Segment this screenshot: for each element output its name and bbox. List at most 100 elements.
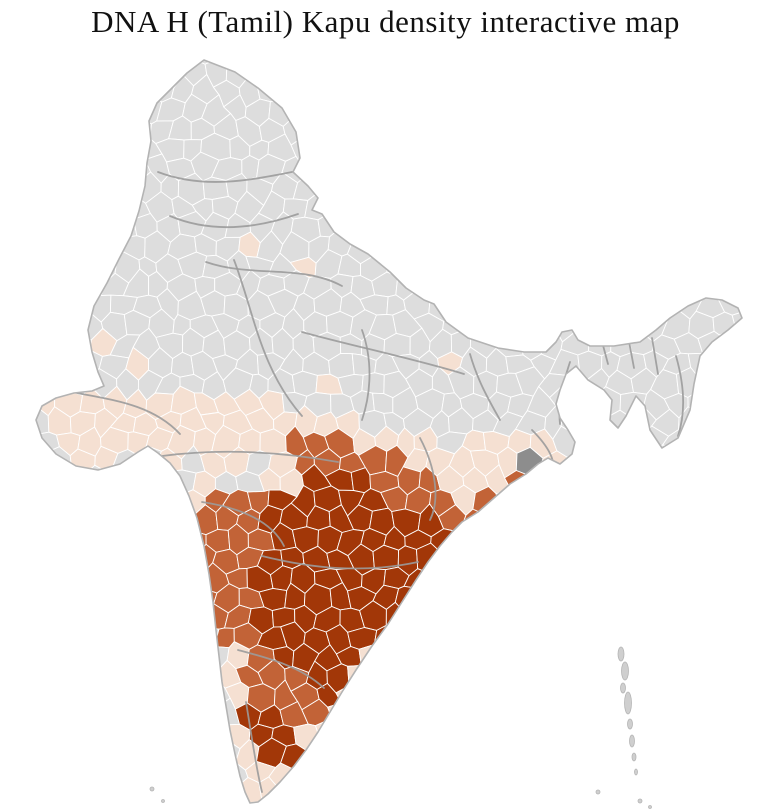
district-cell[interactable] — [633, 562, 656, 590]
district-cell[interactable] — [504, 698, 531, 732]
district-cell[interactable] — [582, 55, 611, 83]
district-cell[interactable] — [49, 522, 70, 550]
district-cell[interactable] — [386, 138, 409, 164]
district-cell[interactable] — [617, 429, 648, 455]
district-cell[interactable] — [674, 525, 702, 556]
district-cell[interactable] — [572, 307, 602, 337]
district-cell[interactable] — [447, 796, 476, 811]
district-cell[interactable] — [380, 684, 408, 708]
district-cell[interactable] — [673, 756, 703, 784]
district-cell[interactable] — [335, 177, 366, 203]
district-cell[interactable] — [349, 80, 373, 107]
district-cell[interactable] — [42, 683, 73, 707]
district-cell[interactable] — [134, 603, 163, 635]
district-cell[interactable] — [550, 38, 578, 68]
district-cell[interactable] — [651, 798, 681, 811]
district-cell[interactable] — [664, 470, 690, 493]
district-cell[interactable] — [475, 721, 496, 748]
district-cell[interactable] — [284, 43, 310, 65]
district-cell[interactable] — [403, 139, 430, 167]
district-cell[interactable] — [617, 584, 646, 612]
district-cell[interactable] — [89, 524, 117, 555]
district-cell[interactable] — [629, 445, 658, 479]
district-cell[interactable] — [402, 645, 432, 667]
district-cell[interactable] — [67, 176, 94, 200]
district-cell[interactable] — [709, 777, 734, 808]
district-cell[interactable] — [437, 77, 467, 109]
district-cell[interactable] — [539, 527, 567, 553]
district-cell[interactable] — [157, 762, 186, 785]
district-cell[interactable] — [529, 74, 554, 105]
district-cell[interactable] — [462, 702, 489, 728]
district-cell[interactable] — [494, 293, 521, 320]
district-cell[interactable] — [717, 681, 746, 707]
district-cell[interactable] — [166, 781, 196, 803]
district-cell[interactable] — [280, 80, 308, 103]
district-cell[interactable] — [709, 665, 737, 688]
district-cell[interactable] — [42, 762, 70, 791]
district-cell[interactable] — [362, 172, 387, 205]
district-cell[interactable] — [729, 113, 759, 143]
district-cell[interactable] — [720, 646, 747, 673]
district-cell[interactable] — [607, 565, 636, 589]
district-cell[interactable] — [470, 526, 500, 554]
district-cell[interactable] — [144, 505, 174, 532]
district-cell[interactable] — [495, 680, 522, 708]
district-cell[interactable] — [79, 234, 103, 263]
district-cell[interactable] — [494, 211, 521, 239]
district-cell[interactable] — [642, 466, 667, 499]
district-cell[interactable] — [408, 213, 431, 238]
district-cell[interactable] — [79, 743, 102, 766]
district-cell[interactable] — [461, 658, 487, 687]
district-cell[interactable] — [708, 77, 737, 101]
district-cell[interactable] — [600, 192, 620, 219]
district-cell[interactable] — [488, 583, 510, 609]
district-cell[interactable] — [516, 568, 546, 591]
district-cell[interactable] — [21, 132, 46, 166]
district-cell[interactable] — [549, 113, 575, 142]
district-cell[interactable] — [87, 760, 116, 789]
district-cell[interactable] — [620, 619, 645, 649]
district-cell[interactable] — [382, 216, 411, 242]
district-cell[interactable] — [414, 586, 439, 615]
district-cell[interactable] — [110, 59, 141, 85]
district-cell[interactable] — [184, 758, 208, 791]
district-cell[interactable] — [678, 486, 698, 517]
district-cell[interactable] — [429, 724, 452, 746]
district-cell[interactable] — [696, 799, 724, 811]
district-cell[interactable] — [611, 801, 631, 811]
district-cell[interactable] — [606, 762, 632, 791]
district-cell[interactable] — [166, 40, 193, 63]
district-cell[interactable] — [563, 762, 592, 787]
district-cell[interactable] — [91, 172, 118, 204]
district-cell[interactable] — [460, 311, 490, 339]
district-cell[interactable] — [417, 621, 442, 654]
district-cell[interactable] — [482, 275, 508, 300]
district-cell[interactable] — [497, 796, 524, 811]
district-cell[interactable] — [532, 775, 557, 809]
district-cell[interactable] — [13, 119, 38, 141]
district-cell[interactable] — [684, 469, 714, 494]
district-cell[interactable] — [66, 643, 94, 674]
district-cell[interactable] — [663, 156, 692, 183]
district-cell[interactable] — [448, 680, 477, 712]
district-cell[interactable] — [560, 606, 584, 634]
district-cell[interactable] — [673, 250, 701, 282]
district-cell[interactable] — [616, 310, 646, 341]
district-cell[interactable] — [111, 561, 136, 589]
district-cell[interactable] — [403, 59, 429, 85]
district-cell[interactable] — [690, 588, 713, 612]
district-cell[interactable] — [158, 717, 185, 752]
district-cell[interactable] — [639, 194, 670, 225]
district-cell[interactable] — [98, 736, 129, 772]
district-cell[interactable] — [437, 113, 462, 144]
district-cell[interactable] — [504, 275, 533, 297]
district-cell[interactable] — [530, 158, 558, 185]
district-cell[interactable] — [643, 743, 665, 772]
district-cell[interactable] — [307, 115, 331, 141]
district-cell[interactable] — [474, 604, 501, 634]
district-cell[interactable] — [538, 486, 564, 513]
district-cell[interactable] — [137, 799, 159, 811]
district-cell[interactable] — [638, 152, 670, 180]
district-cell[interactable] — [697, 411, 724, 433]
